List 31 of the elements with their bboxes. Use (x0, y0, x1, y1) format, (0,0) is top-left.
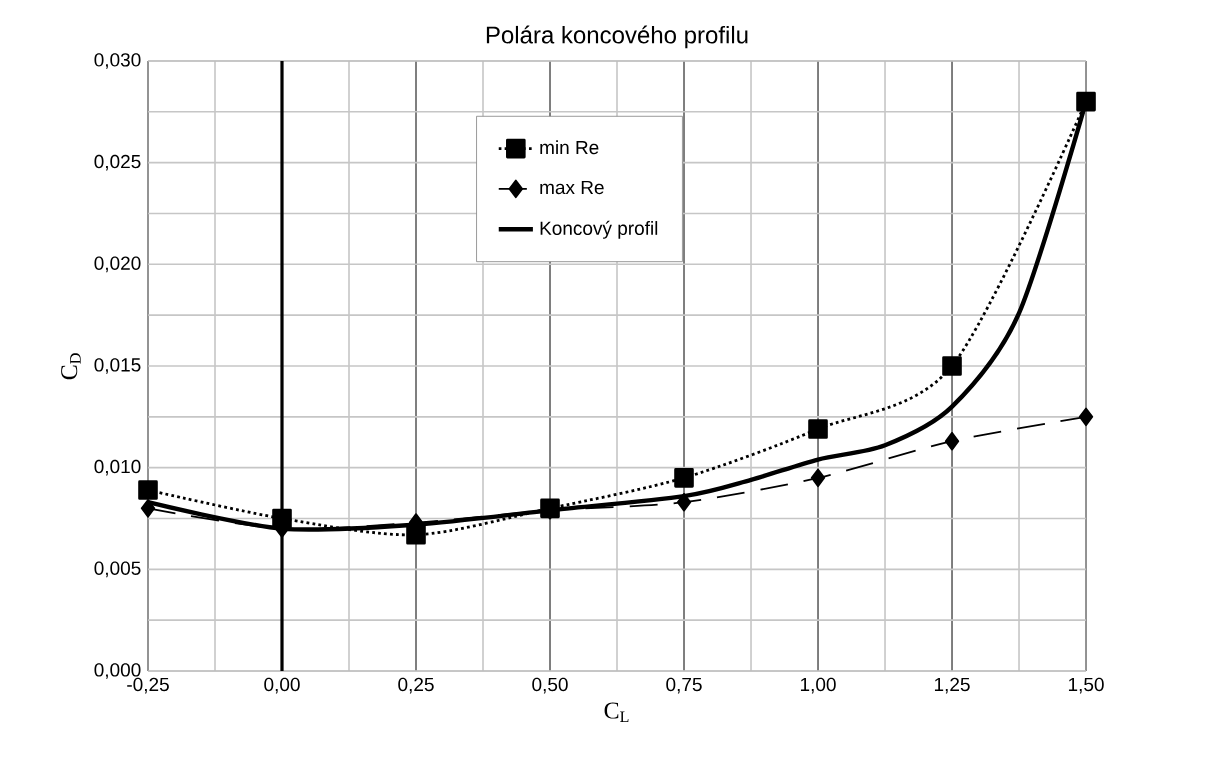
point (676, 492, 692, 512)
x-tick-label: 1,50 (1068, 677, 1104, 694)
x-tick-label: 1,25 (934, 677, 970, 694)
x-axis-title: C$_{L}$ (604, 702, 629, 722)
point (808, 419, 828, 439)
y-tick-label: 0,005 (94, 561, 141, 578)
point (810, 468, 826, 488)
legend-label: Koncový profil (540, 220, 658, 239)
y-tick-label: 0,030 (94, 53, 141, 69)
point (138, 480, 158, 500)
y-tick-label: 0,000 (94, 663, 141, 679)
y-tick-label: 0,015 (94, 358, 141, 374)
point (1078, 407, 1094, 427)
legend-label: min Re (540, 140, 599, 155)
point (944, 431, 960, 451)
x-tick-label: 0,50 (532, 677, 568, 694)
x-tick-label: 0,25 (398, 677, 434, 694)
chart-title: Polára koncového profilu (486, 25, 748, 49)
point (140, 499, 156, 518)
x-tick-label: -0,25 (127, 677, 169, 694)
x-tick-label: 1,00 (800, 677, 836, 694)
point (942, 356, 962, 376)
y-tick-label: 0,025 (94, 154, 141, 171)
legend-label: max Re (540, 180, 604, 195)
y-tick-label: 0,010 (94, 459, 141, 476)
point (1076, 91, 1096, 112)
x-tick-label: 0,00 (264, 677, 300, 694)
y-tick-label: 0,020 (94, 256, 141, 273)
x-tick-label: 0,75 (666, 677, 702, 694)
point (674, 468, 694, 488)
y-axis-title: C$_{D}$ (61, 353, 81, 380)
